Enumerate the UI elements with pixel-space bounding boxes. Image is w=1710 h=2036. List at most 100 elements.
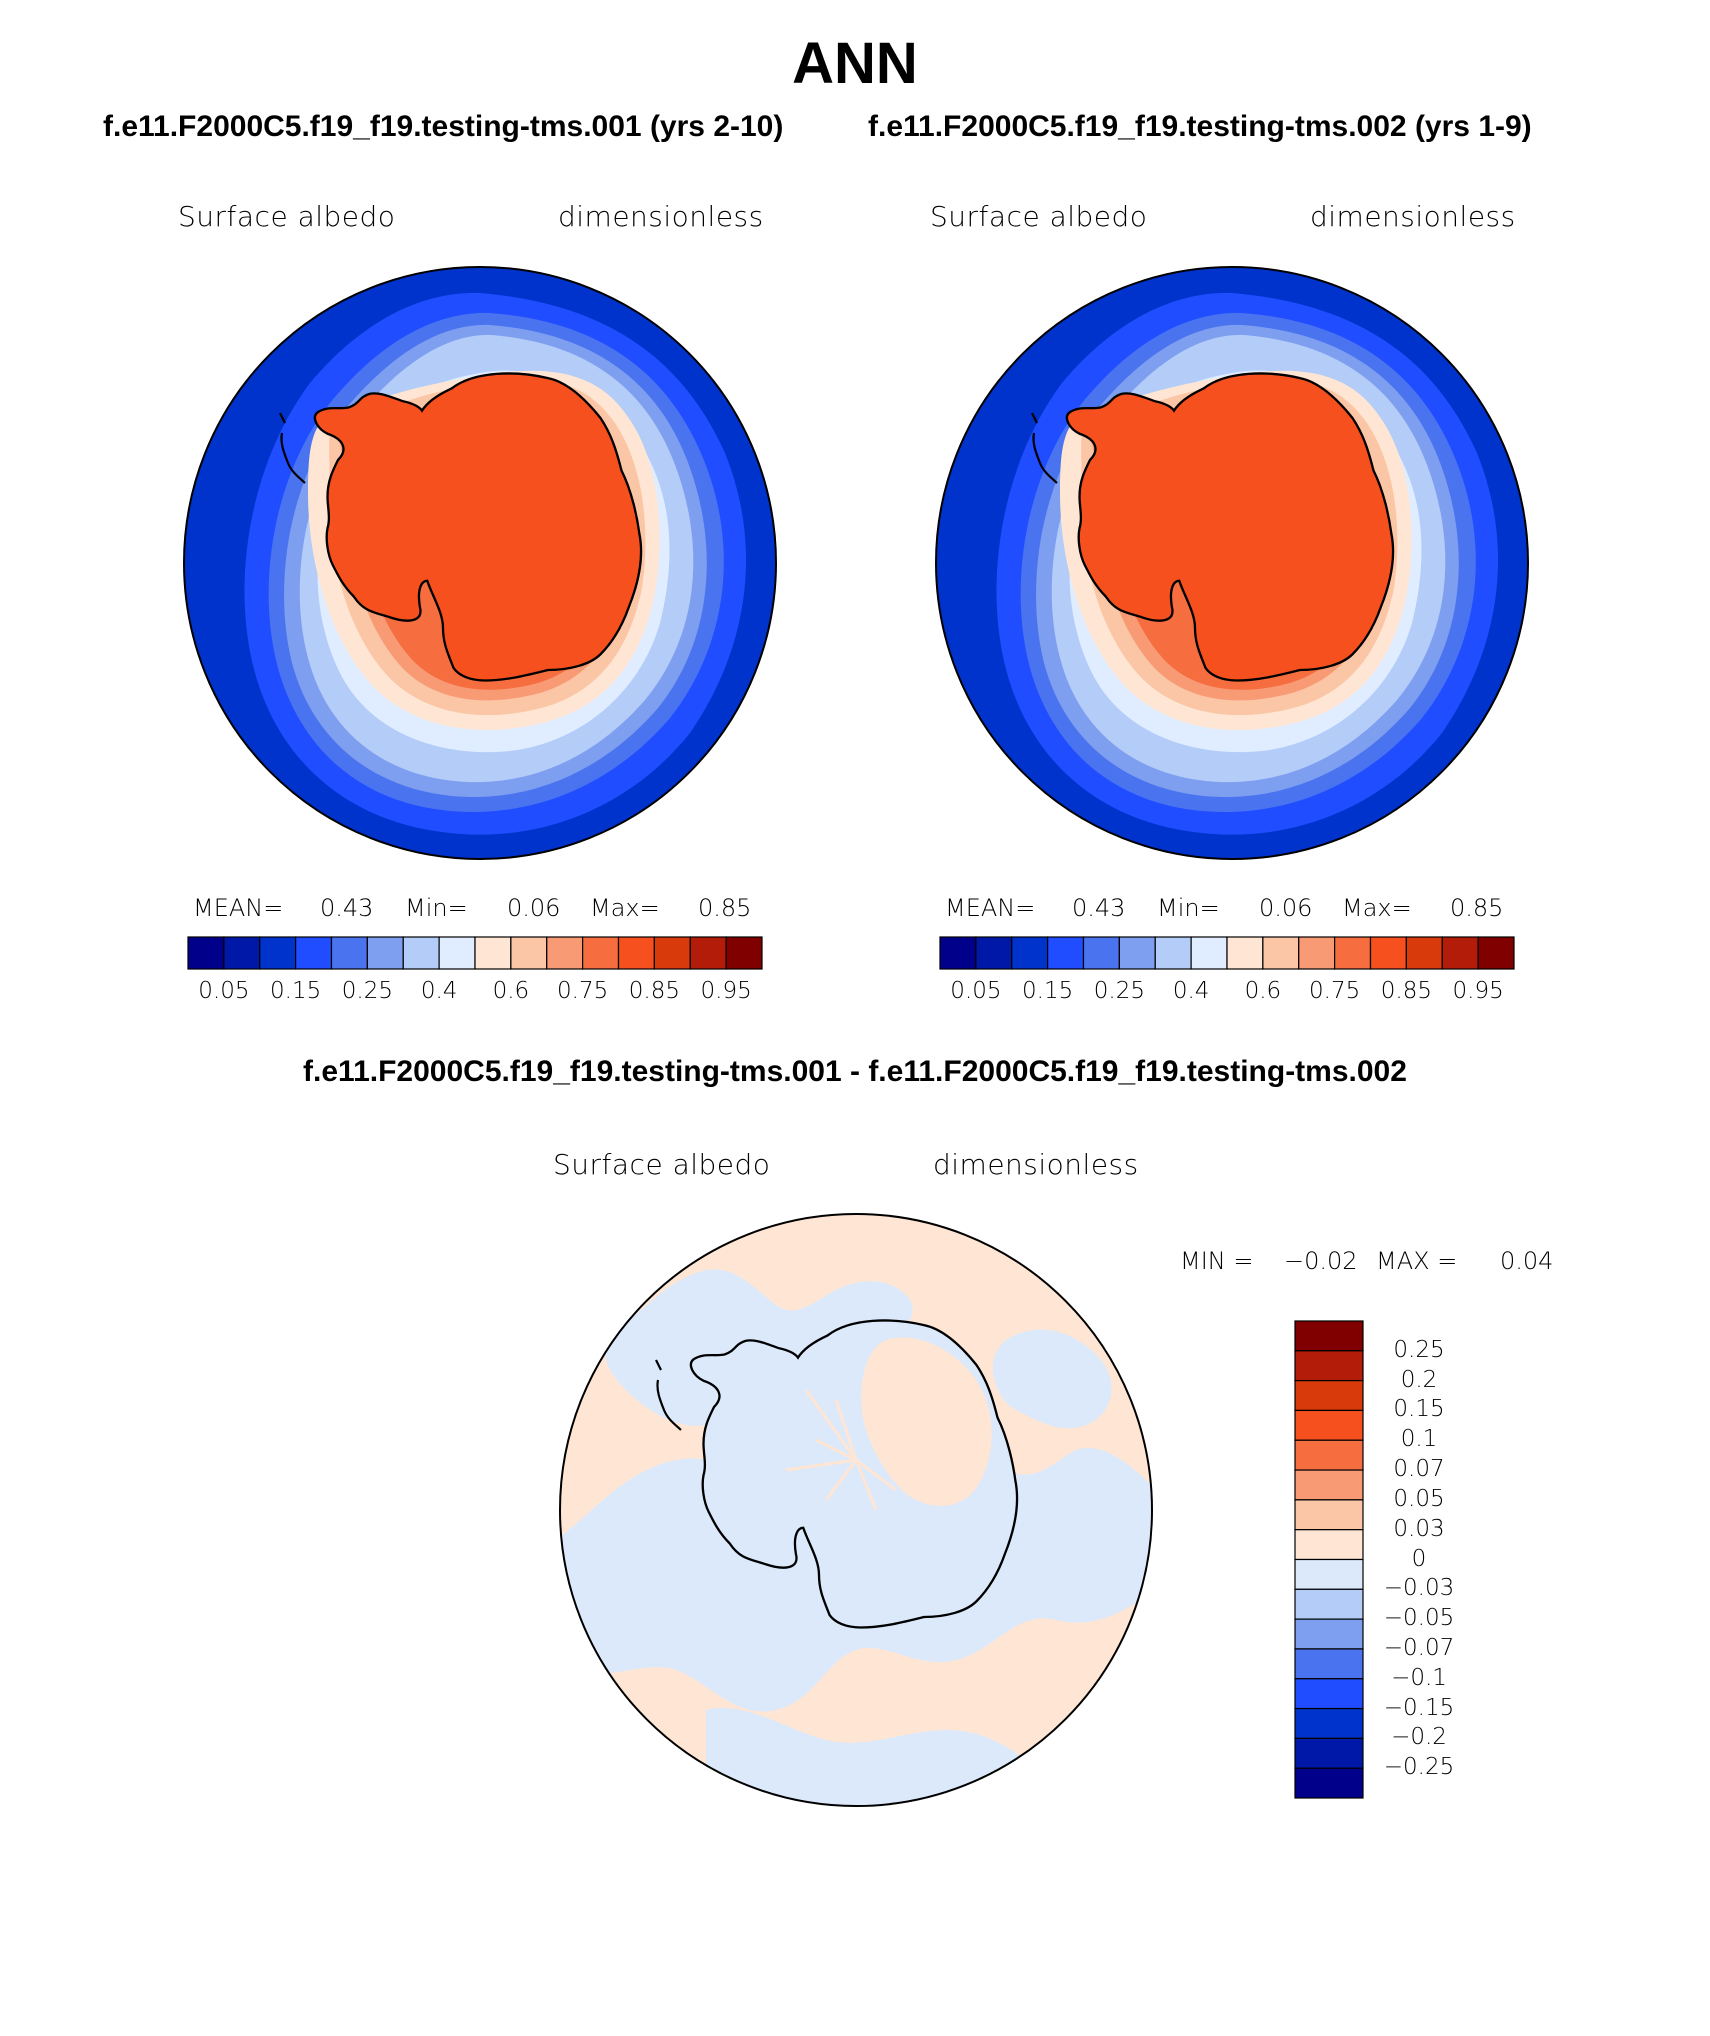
colorbar-tick-label: 0.85 — [628, 978, 680, 1004]
antarctica-fill — [1066, 373, 1394, 681]
colorbar-swatch — [1154, 936, 1192, 970]
colorbar-tick-label: 0.85 — [1380, 978, 1432, 1004]
colorbar-tick-label: 0.4 — [1172, 978, 1210, 1004]
colorbar-swatch — [1294, 1558, 1364, 1590]
colorbar-swatch — [1441, 936, 1479, 970]
difference-colorbar-ticks: 0.25 0.2 0.15 0.1 0.07 0.05 0.03 0 −0.03 −0.05 −0.… — [1375, 1321, 1495, 1798]
coastline — [313, 372, 643, 682]
colorbar-tick-label: −0.07 — [1383, 1634, 1455, 1661]
colorbar-tick-label: 0.05 — [198, 978, 250, 1004]
colorbar-swatch — [1369, 936, 1407, 970]
panel1-colorbar — [187, 936, 763, 970]
map-border — [183, 266, 777, 860]
panel2-map — [935, 266, 1529, 860]
difference-colorbar — [1294, 1320, 1364, 1799]
diff-antarctica-pos — [861, 1337, 992, 1506]
map-border — [935, 266, 1529, 860]
colorbar-swatch — [1190, 936, 1228, 970]
difference-units-label: dimensionless — [933, 1148, 1139, 1181]
colorbar-tick-label: 0.6 — [1244, 978, 1282, 1004]
difference-min-value: −0.02 — [1284, 1247, 1358, 1275]
panel1-mean-value: 0.43 — [320, 894, 374, 922]
colorbar-swatch — [582, 936, 620, 970]
colorbar-tick-label: 0.15 — [270, 978, 322, 1004]
colorbar-tick-label: −0.1 — [1391, 1664, 1447, 1691]
colorbar-swatch — [1298, 936, 1336, 970]
colorbar-swatch — [1047, 936, 1085, 970]
panel2-min-label: Min= — [1157, 894, 1220, 922]
colorbar-swatch — [1294, 1380, 1364, 1412]
panel2-colorbar-ticks: 0.05 0.15 0.25 0.4 0.6 0.75 0.85 0.95 — [940, 978, 1514, 1008]
colorbar-tick-label: 0.2 — [1400, 1366, 1438, 1393]
panel2-min-value: 0.06 — [1259, 894, 1313, 922]
difference-max-label: MAX = — [1376, 1247, 1458, 1275]
colorbar-swatch — [1294, 1409, 1364, 1441]
colorbar-tick-label: −0.15 — [1383, 1694, 1455, 1721]
colorbar-tick-label: 0.95 — [1452, 978, 1504, 1004]
panel2-mean-value: 0.43 — [1072, 894, 1126, 922]
colorbar-swatch — [653, 936, 691, 970]
colorbar-tick-label: 0.03 — [1393, 1515, 1445, 1542]
panel2-max-label: Max= — [1342, 894, 1412, 922]
peninsula-coastline — [279, 412, 306, 484]
colorbar-swatch — [689, 936, 727, 970]
colorbar-swatch — [546, 936, 584, 970]
colorbar-swatch — [1294, 1648, 1364, 1680]
panel2-variable-label: Surface albedo — [930, 200, 1148, 233]
colorbar-swatch — [1082, 936, 1120, 970]
colorbar-swatch — [1294, 1678, 1364, 1710]
colorbar-tick-label: 0.05 — [1393, 1485, 1445, 1512]
panel2-max-value: 0.85 — [1450, 894, 1504, 922]
colorbar-swatch — [1294, 1529, 1364, 1561]
panel1-map — [183, 266, 777, 860]
case1-title: f.e11.F2000C5.f19_f19.testing-tms.001 (y… — [103, 110, 784, 143]
colorbar-tick-label: 0.25 — [341, 978, 393, 1004]
colorbar-swatch — [1294, 1320, 1364, 1352]
colorbar-tick-label: 0.05 — [950, 978, 1002, 1004]
difference-title: f.e11.F2000C5.f19_f19.testing-tms.001 - … — [303, 1055, 1407, 1088]
colorbar-swatch — [438, 936, 476, 970]
colorbar-swatch — [1405, 936, 1443, 970]
panel1-units-label: dimensionless — [558, 200, 764, 233]
colorbar-swatch — [510, 936, 548, 970]
case2-title: f.e11.F2000C5.f19_f19.testing-tms.002 (y… — [868, 110, 1532, 143]
colorbar-swatch — [1294, 1737, 1364, 1769]
colorbar-swatch — [295, 936, 333, 970]
coastline — [1065, 372, 1395, 682]
colorbar-tick-label: 0.15 — [1022, 978, 1074, 1004]
colorbar-tick-label: 0.75 — [557, 978, 609, 1004]
colorbar-tick-label: 0.25 — [1393, 1336, 1445, 1363]
colorbar-swatch — [1334, 936, 1372, 970]
coastline — [689, 1319, 1019, 1629]
diff-negative-region — [706, 1708, 1036, 1806]
difference-max-value: 0.04 — [1500, 1247, 1554, 1275]
difference-min-label: MIN = — [1180, 1247, 1254, 1275]
colorbar-tick-label: −0.05 — [1383, 1605, 1455, 1632]
colorbar-tick-label: 0.6 — [492, 978, 530, 1004]
colorbar-swatch — [1226, 936, 1264, 970]
panel1-min-value: 0.06 — [507, 894, 561, 922]
colorbar-tick-label: 0.1 — [1400, 1426, 1438, 1453]
colorbar-tick-label: 0.4 — [420, 978, 458, 1004]
colorbar-tick-label: −0.03 — [1383, 1575, 1455, 1602]
figure-title: ANN — [792, 31, 918, 96]
colorbar-swatch — [402, 936, 440, 970]
panel2-units-label: dimensionless — [1310, 200, 1516, 233]
colorbar-swatch — [259, 936, 297, 970]
difference-variable-label: Surface albedo — [553, 1148, 771, 1181]
colorbar-swatch — [1294, 1350, 1364, 1382]
colorbar-swatch — [223, 936, 261, 970]
colorbar-swatch — [1294, 1588, 1364, 1620]
colorbar-swatch — [1294, 1707, 1364, 1739]
diff-negative-region — [992, 1329, 1112, 1429]
colorbar-tick-label: 0.95 — [700, 978, 752, 1004]
colorbar-swatch — [1294, 1439, 1364, 1471]
colorbar-tick-label: 0.25 — [1093, 978, 1145, 1004]
colorbar-swatch — [474, 936, 512, 970]
colorbar-tick-label: 0.75 — [1309, 978, 1361, 1004]
colorbar-swatch — [725, 936, 763, 970]
diff-antarctica-rays — [785, 1389, 897, 1511]
colorbar-tick-label: 0 — [1411, 1545, 1427, 1572]
colorbar-swatch — [1477, 936, 1515, 970]
colorbar-swatch — [1011, 936, 1049, 970]
